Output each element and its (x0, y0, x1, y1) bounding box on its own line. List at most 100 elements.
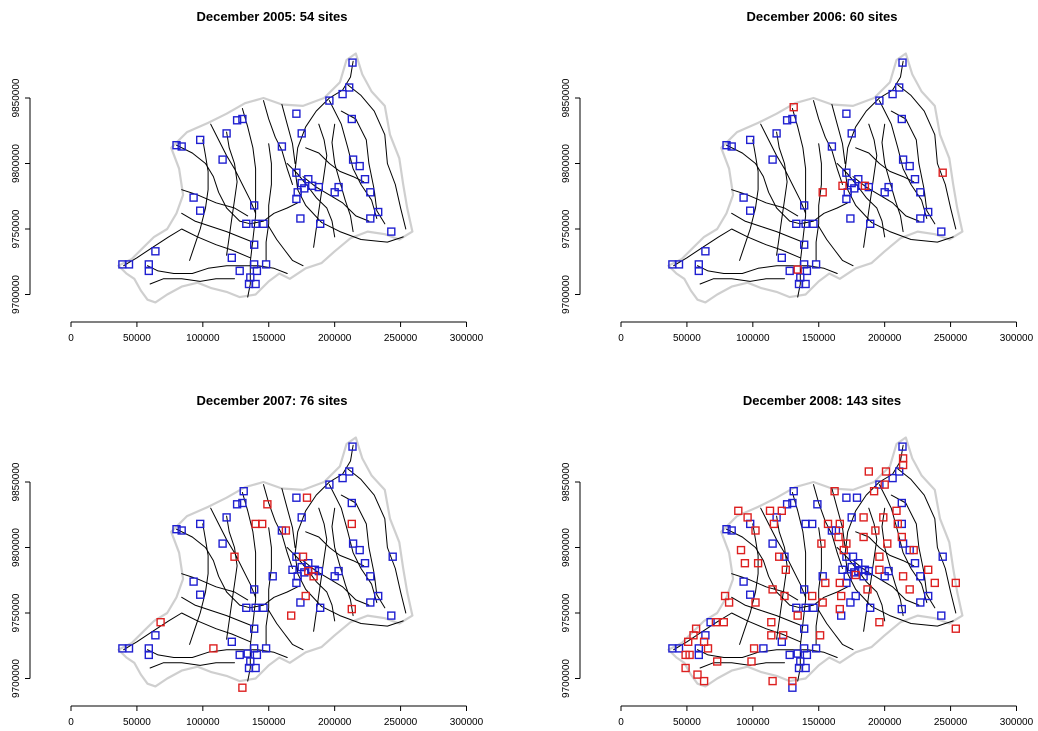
existing-site-marker (360, 558, 370, 568)
river-line (897, 84, 957, 230)
existing-site-marker (842, 109, 851, 118)
existing-site-marker (895, 83, 904, 92)
river-line (815, 527, 822, 645)
existing-site-marker (218, 155, 227, 164)
x-tick-label: 50000 (673, 333, 701, 344)
existing-site-marker (251, 279, 260, 289)
existing-site-marker (292, 493, 301, 502)
river-line (739, 523, 759, 645)
existing-site-marker (745, 135, 755, 145)
river-line (760, 123, 807, 214)
new-site-marker (839, 545, 848, 555)
new-site-marker (298, 552, 308, 561)
river-network (673, 60, 957, 298)
existing-site-marker (242, 219, 251, 229)
river-line (331, 123, 354, 233)
existing-site-marker (788, 114, 797, 124)
existing-site-marker (177, 526, 186, 535)
y-tick-label: 9700000 (11, 275, 22, 314)
existing-site-marker (249, 585, 259, 594)
country-boundary (667, 436, 964, 688)
new-site-marker (781, 565, 791, 575)
existing-site-marker (235, 266, 244, 276)
existing-site-marker (866, 603, 875, 613)
new-site-marker (768, 676, 777, 686)
existing-site-marker (813, 500, 822, 509)
site-markers (118, 58, 396, 289)
x-tick-label: 50000 (673, 717, 701, 728)
new-site-marker (302, 493, 312, 502)
new-site-marker (875, 617, 884, 627)
new-site-marker (860, 181, 870, 191)
river-line (181, 596, 254, 627)
x-tick-label: 150000 (802, 717, 836, 728)
new-site-marker (683, 637, 693, 647)
new-site-marker (751, 598, 760, 607)
existing-site-marker (151, 247, 160, 256)
river-line (181, 573, 249, 601)
new-site-marker (924, 565, 933, 575)
existing-site-marker (297, 513, 306, 522)
river-line (881, 507, 904, 617)
x-tick-label: 0 (618, 333, 624, 344)
x-tick-label: 0 (68, 333, 74, 344)
river-line (147, 265, 288, 274)
new-site-marker (788, 676, 797, 686)
map-panel-2: December 2006: 60 sites 0 50000 100000 15000… (561, 9, 1034, 344)
existing-site-marker (777, 253, 787, 263)
existing-site-marker (227, 637, 237, 647)
new-site-marker (156, 617, 165, 627)
existing-site-marker (799, 624, 809, 633)
existing-site-marker (338, 89, 347, 99)
x-tick-label: 300000 (450, 333, 484, 344)
existing-site-marker (366, 572, 375, 581)
existing-site-marker (195, 135, 205, 145)
existing-site-marker (796, 273, 805, 282)
existing-site-marker (888, 473, 897, 483)
river-line (241, 108, 257, 298)
new-site-marker (869, 486, 879, 496)
new-site-marker (892, 506, 901, 516)
existing-site-marker (172, 140, 181, 150)
y-tick-label: 9800000 (11, 144, 22, 183)
panel-title: December 2008: 143 sites (743, 393, 901, 408)
existing-site-marker (811, 644, 821, 653)
y-axis: 9700000 9750000 9800000 9850000 (561, 462, 581, 698)
river-line (731, 212, 804, 243)
y-tick-label: 9850000 (11, 78, 22, 117)
river-line (699, 662, 785, 669)
x-axis: 0 50000 100000 150000 200000 250000 300000 (68, 705, 484, 728)
new-site-marker (789, 102, 798, 112)
new-site-marker (712, 657, 722, 666)
x-tick-label: 300000 (1000, 333, 1034, 344)
y-tick-label: 9700000 (561, 275, 572, 314)
river-line (294, 60, 404, 243)
existing-site-marker (242, 603, 251, 613)
river-line (331, 507, 354, 617)
existing-site-marker (355, 161, 364, 171)
river-line (878, 100, 928, 219)
existing-site-marker (801, 603, 810, 613)
river-line (699, 278, 785, 285)
river-line (149, 662, 235, 669)
river-line (226, 515, 238, 640)
new-site-marker (689, 631, 698, 640)
existing-site-marker (701, 247, 710, 256)
river-line (673, 228, 801, 267)
river-line (265, 143, 272, 261)
existing-site-marker (694, 266, 704, 276)
existing-site-marker (808, 519, 817, 529)
existing-site-marker (801, 663, 810, 673)
new-site-marker (711, 617, 721, 627)
x-tick-label: 50000 (123, 333, 151, 344)
new-site-marker (209, 644, 218, 653)
new-site-marker (769, 519, 779, 529)
existing-site-marker (782, 500, 792, 509)
river-line (181, 189, 249, 217)
river-line (731, 189, 799, 217)
existing-site-marker (796, 657, 805, 666)
new-site-marker (301, 591, 310, 601)
river-line (831, 104, 846, 164)
existing-site-marker (251, 219, 260, 229)
